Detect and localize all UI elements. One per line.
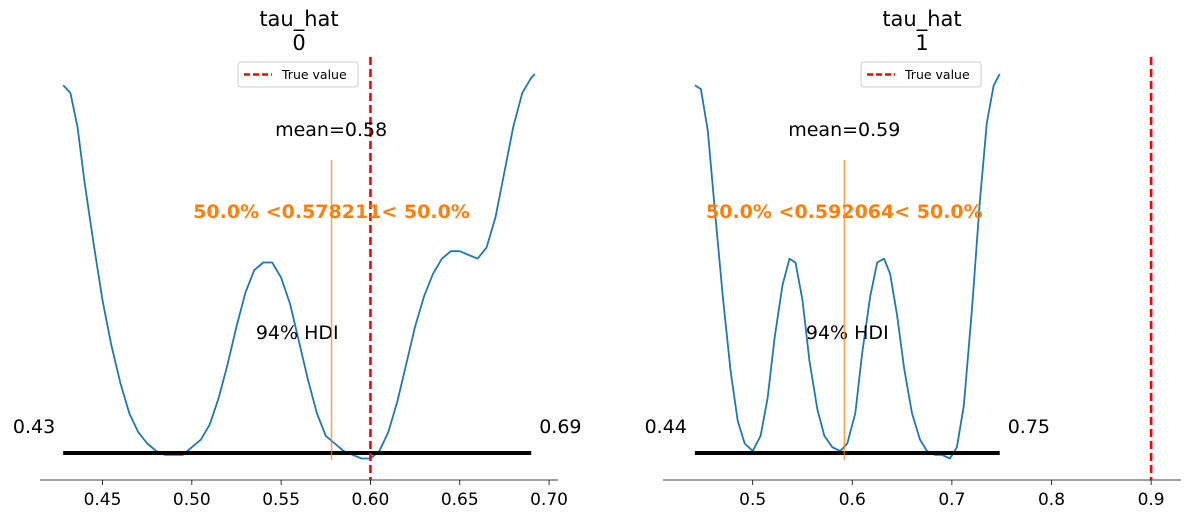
x-tick-label: 0.55 — [262, 490, 300, 510]
hdi-label: 94% HDI — [806, 322, 889, 344]
hdi-high-label: 0.69 — [539, 416, 581, 438]
x-tick-label: 0.50 — [173, 490, 211, 510]
x-tick-label: 0.7 — [938, 490, 965, 510]
mean-label: mean=0.59 — [788, 119, 900, 141]
legend-label: True value — [281, 67, 347, 82]
x-tick-label: 0.70 — [530, 490, 568, 510]
reference-label: 50.0% <0.592064< 50.0% — [706, 201, 983, 223]
x-tick-label: 0.6 — [839, 490, 866, 510]
x-tick-label: 0.5 — [739, 490, 766, 510]
x-tick-label: 0.9 — [1138, 490, 1165, 510]
chart-subtitle: 1 — [915, 31, 928, 55]
mean-label: mean=0.58 — [275, 119, 387, 141]
chart-title: tau_hat — [259, 7, 338, 32]
chart-subtitle: 0 — [292, 31, 305, 55]
x-tick-label: 0.60 — [352, 490, 390, 510]
legend-label: True value — [904, 67, 970, 82]
hdi-low-label: 0.44 — [645, 416, 687, 438]
x-tick-label: 0.8 — [1038, 490, 1065, 510]
hdi-high-label: 0.75 — [1008, 416, 1050, 438]
legend-box — [860, 61, 982, 88]
chart-title: tau_hat — [882, 7, 961, 32]
hdi-low-label: 0.43 — [13, 416, 55, 438]
reference-label: 50.0% <0.578211< 50.0% — [193, 201, 470, 223]
x-tick-label: 0.65 — [441, 490, 479, 510]
hdi-label: 94% HDI — [256, 322, 339, 344]
density-curve — [62, 73, 536, 460]
density-curve — [694, 73, 1001, 460]
x-tick-label: 0.45 — [84, 490, 122, 510]
legend-box — [237, 61, 359, 88]
